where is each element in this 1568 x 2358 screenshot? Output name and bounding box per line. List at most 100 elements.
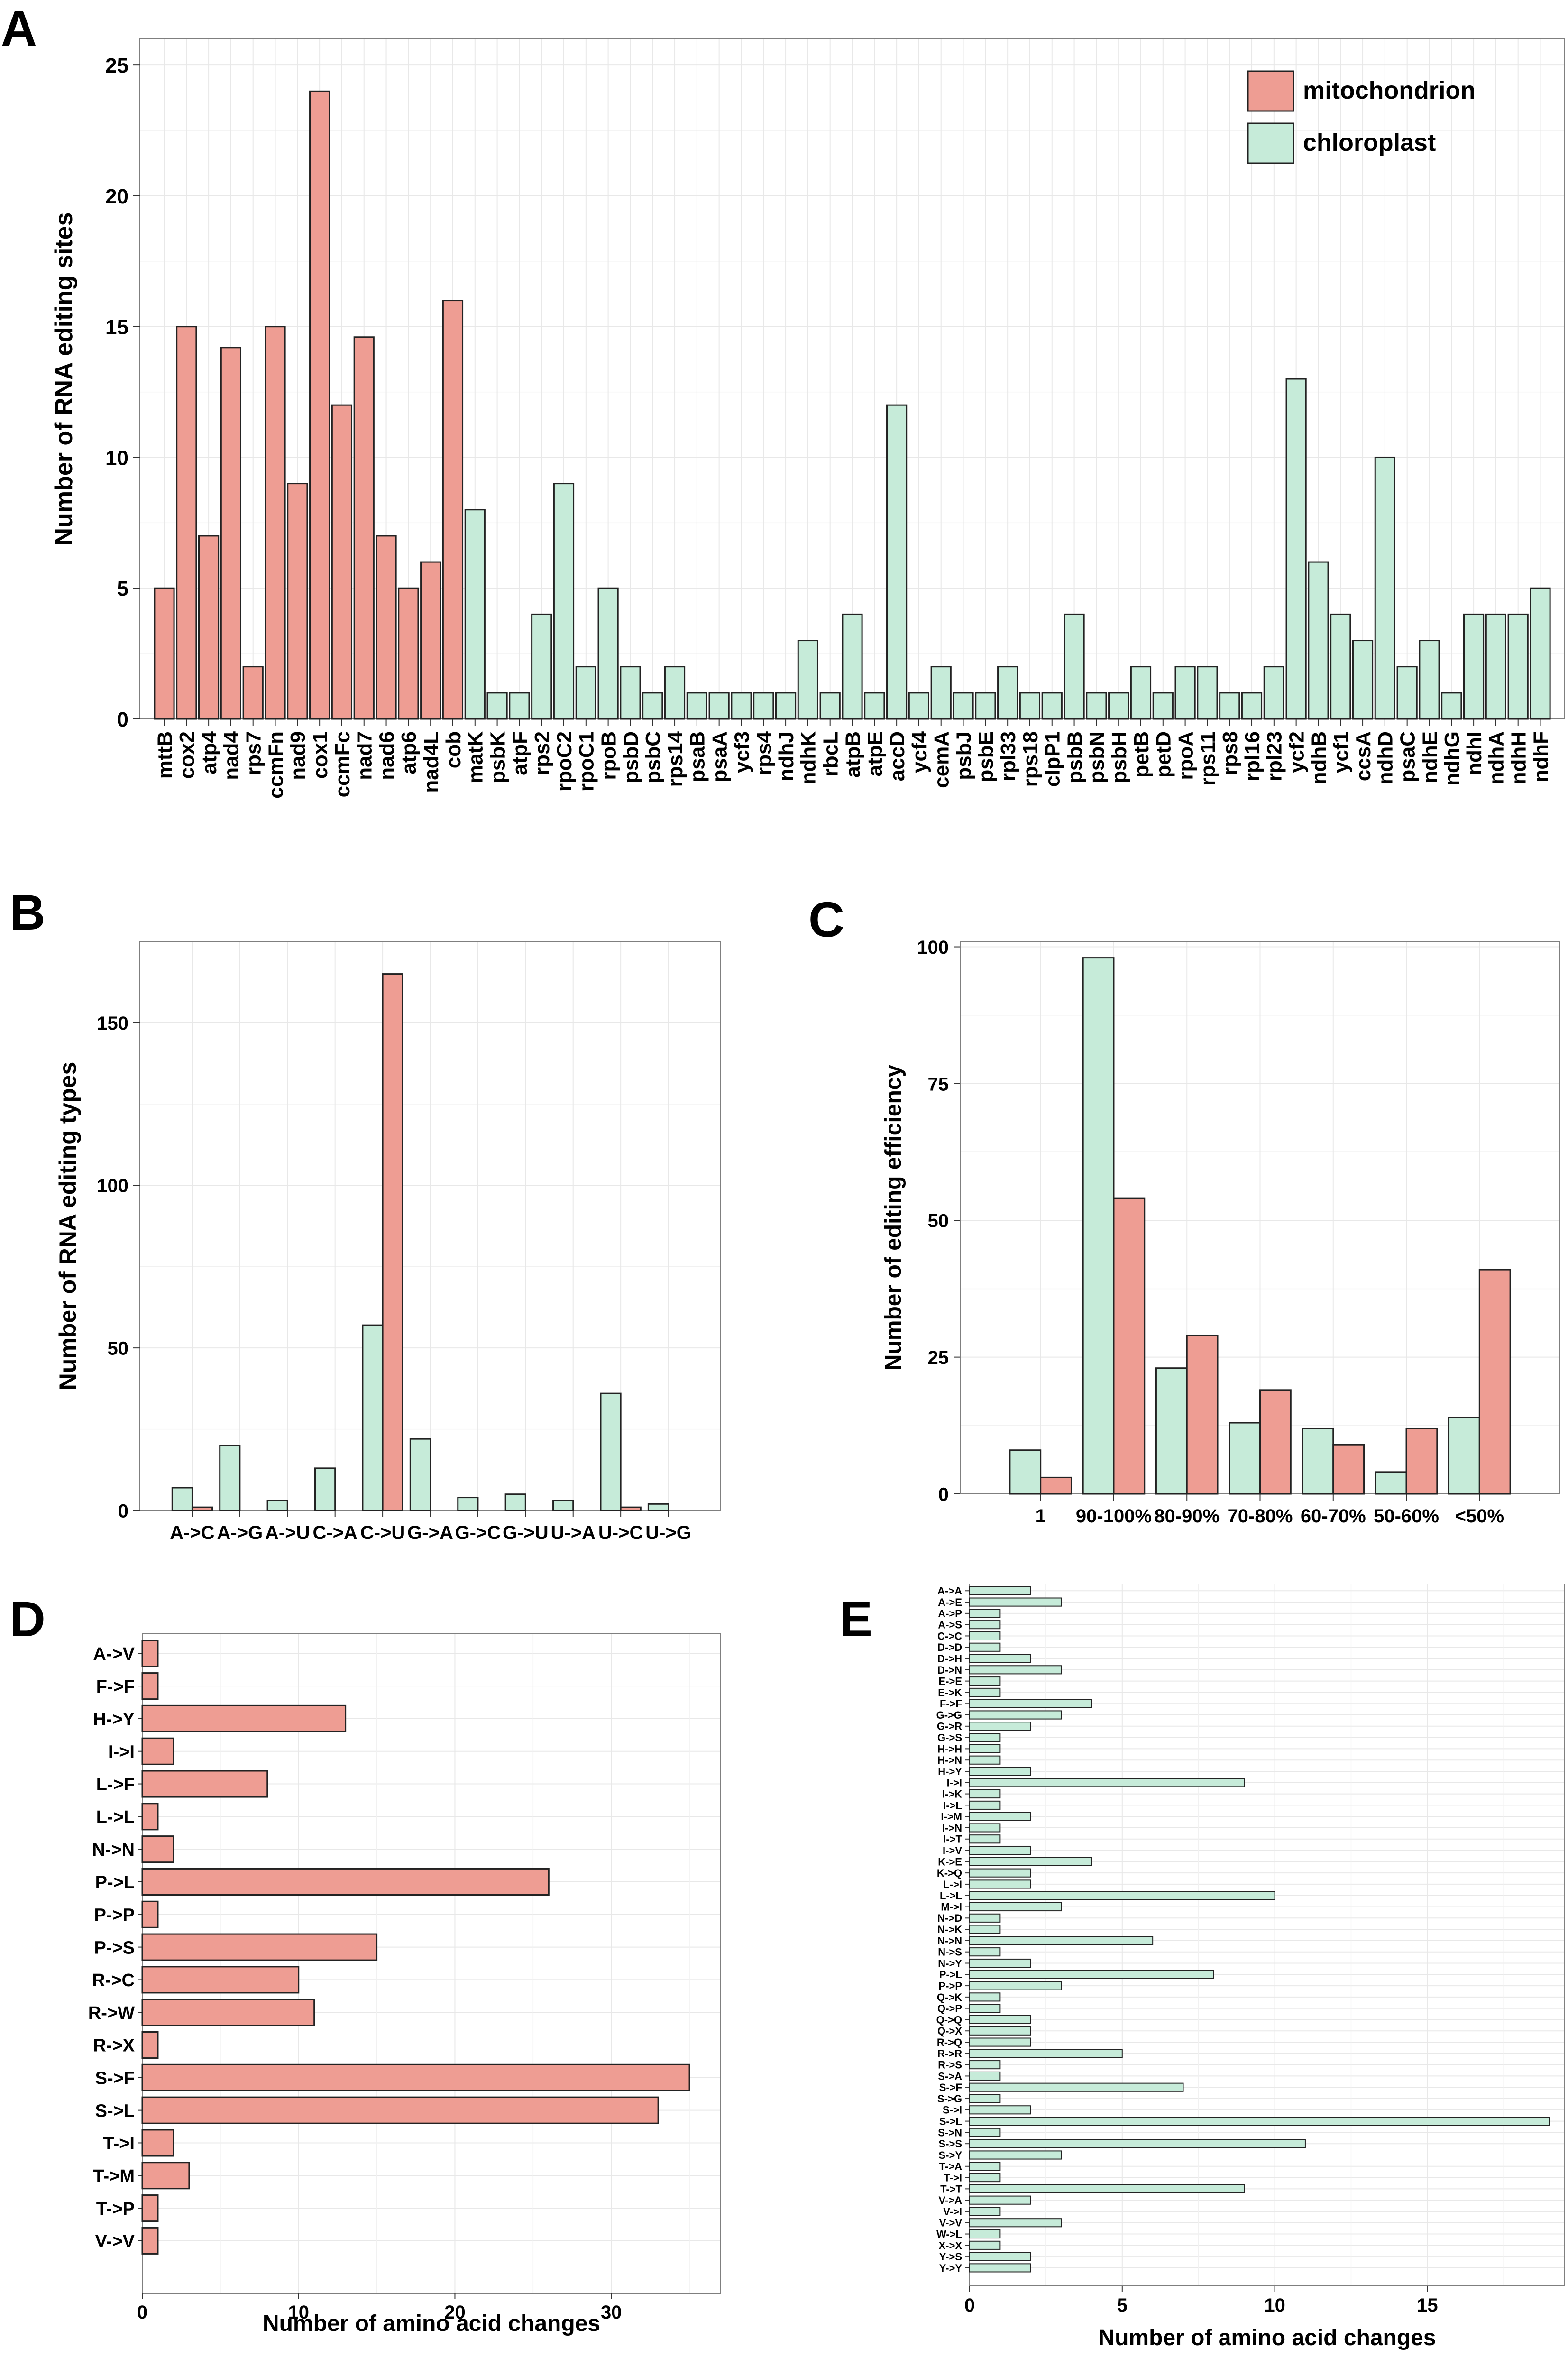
legend-label-chloroplast: chloroplast (1303, 129, 1436, 157)
bar-p-to-s (141, 1933, 378, 1961)
bar-n-to-n (969, 1936, 1154, 1945)
bar-50-60-mitochondrion (1405, 1428, 1438, 1495)
bar-s-to-y (969, 2150, 1062, 2160)
x-tick-label-psbk: psbK (486, 731, 509, 783)
x-tick-label-cox1: cox1 (309, 731, 332, 779)
legend: mitochondrion chloroplast (1247, 70, 1476, 164)
bar-v-to-i (969, 2207, 1001, 2216)
bar-d-to-h (969, 1654, 1031, 1663)
x-tick-label-psbn: psbN (1085, 731, 1109, 783)
bar-ndha (1485, 613, 1506, 720)
x-tick-label-ndhk: ndhK (797, 731, 820, 785)
y-tick-label-h-to-n: H->N (937, 1754, 962, 1766)
x-tick-label-80-90: 80-90% (1154, 1506, 1220, 1527)
x-tick-label-mttb: mttB (153, 731, 176, 779)
bar-psab (686, 692, 707, 720)
y-tick-label-s-to-g: S->G (937, 2093, 962, 2105)
bar-ycf2 (1285, 378, 1307, 720)
bar-rbcl (819, 692, 841, 720)
bar-h-to-n (969, 1755, 1001, 1765)
x-tick-label-rbcl: rbcL (819, 731, 843, 776)
bar-s-to-n (969, 2128, 1001, 2137)
x-tick-label-atp4: atp4 (198, 731, 221, 774)
bar-psbe (975, 692, 996, 720)
y-tick-label: 50 (928, 1211, 949, 1232)
y-tick-label-k-to-q: K->Q (937, 1867, 962, 1879)
x-tick-label-ycf4: ycf4 (908, 731, 931, 773)
y-tick-label: 100 (97, 1176, 128, 1197)
bar-p-to-l (141, 1868, 550, 1896)
x-tick-label-a-to-c: A->C (170, 1522, 214, 1543)
x-tick-label-psaa: psaA (708, 731, 731, 783)
x-tick-label-60-70: 60-70% (1301, 1506, 1366, 1527)
x-tick-label-ndhf: ndhF (1529, 731, 1552, 783)
bar-atpe (864, 692, 885, 720)
bar-n-to-n (141, 1835, 174, 1863)
x-tick-label-rps18: rps18 (1019, 731, 1042, 787)
bar-y-to-s (969, 2252, 1031, 2261)
y-tick-label-a-to-p: A->P (938, 1608, 962, 1620)
x-tick-label-clpp1: clpP1 (1041, 731, 1064, 787)
bar-50-60-chloroplast (1375, 1471, 1407, 1495)
bar-ycf1 (1330, 613, 1351, 720)
x-tick-label-rpoc2: rpoC2 (553, 731, 576, 792)
bar-cox1 (309, 90, 330, 720)
y-tick-label-l-to-f: L->F (96, 1775, 135, 1795)
y-tick-label-n-to-d: N->D (937, 1912, 962, 1924)
panel-label-a: A (1, 1, 37, 56)
bar-i-to-v (969, 1845, 1031, 1855)
y-tick-label-v-to-i: V->I (943, 2206, 962, 2218)
bar-p-to-l (969, 1970, 1214, 1979)
y-tick-label-q-to-x: Q->X (937, 2025, 962, 2037)
y-tick-label: 0 (117, 708, 128, 731)
bar-1-mitochondrion (1040, 1476, 1072, 1495)
bar-i-to-t (969, 1834, 1001, 1844)
x-tick-label-cema: cemA (930, 731, 954, 788)
bar-k-to-e (969, 1857, 1092, 1866)
x-tick-label-u-to-a: U->A (551, 1522, 596, 1543)
bar-nad6 (376, 535, 397, 720)
x-tick-label: 30 (601, 2302, 622, 2323)
bar-ccmfn (265, 326, 286, 720)
bar-l-to-f (141, 1770, 268, 1798)
x-tick-label-rps8: rps8 (1219, 731, 1242, 775)
bar-f-to-f (969, 1699, 1092, 1708)
bar-p-to-p (969, 1981, 1062, 1990)
bar-r-to-s (969, 2060, 1001, 2070)
panel-d-frame (142, 1633, 721, 2294)
bar-e-to-e (969, 1676, 1001, 1686)
x-tick-label-rpl33: rpl33 (997, 731, 1020, 781)
y-tick-label-n-to-k: N->K (937, 1924, 962, 1935)
panel-e: E0 5 10 15A->AA->EA->PA->SC->CD->DD->HD->NE… (839, 1584, 1565, 2350)
y-tick-label: 10 (105, 446, 128, 470)
bar-u-to-a-chloroplast (552, 1500, 574, 1511)
bar-ycf3 (731, 692, 752, 720)
bar-ndhk (797, 640, 818, 720)
y-tick-label-h-to-h: H->H (937, 1743, 962, 1755)
y-tick-label-r-to-c: R->C (92, 1971, 135, 1990)
x-tick-label-a-to-g: A->G (217, 1522, 263, 1543)
bar-p-to-p (141, 1900, 159, 1928)
bar-w-to-l (969, 2229, 1001, 2239)
legend-label-mitochondrion: mitochondrion (1303, 77, 1476, 104)
y-tick-label-i-to-v: I->V (943, 1844, 962, 1856)
bar-80-90-chloroplast (1155, 1367, 1188, 1495)
bar-cema (930, 666, 952, 720)
x-tick-label-rps2: rps2 (531, 731, 554, 775)
x-tick-label-psab: psaB (686, 731, 709, 783)
bar-r-to-r (969, 2049, 1123, 2058)
bar-60-70-chloroplast (1302, 1428, 1334, 1495)
y-tick-label-q-to-k: Q->K (937, 1991, 962, 2003)
x-axis-title: Number of amino acid changes (263, 2311, 600, 2336)
bar-nad9 (287, 483, 308, 720)
x-tick-label-psac: psaC (1396, 731, 1420, 783)
y-tick-label-s-to-a: S->A (938, 2070, 962, 2082)
x-tick-label-cox2: cox2 (175, 731, 199, 779)
y-tick-label-l-to-l: L->L (940, 1890, 962, 1902)
bar-80-90-mitochondrion (1186, 1334, 1219, 1495)
y-tick-label: 100 (917, 937, 949, 958)
x-tick-label-rpl23: rpl23 (1263, 731, 1286, 781)
bar-rpoc2 (553, 483, 575, 720)
x-tick-label-nad4l: nad4L (420, 731, 443, 793)
